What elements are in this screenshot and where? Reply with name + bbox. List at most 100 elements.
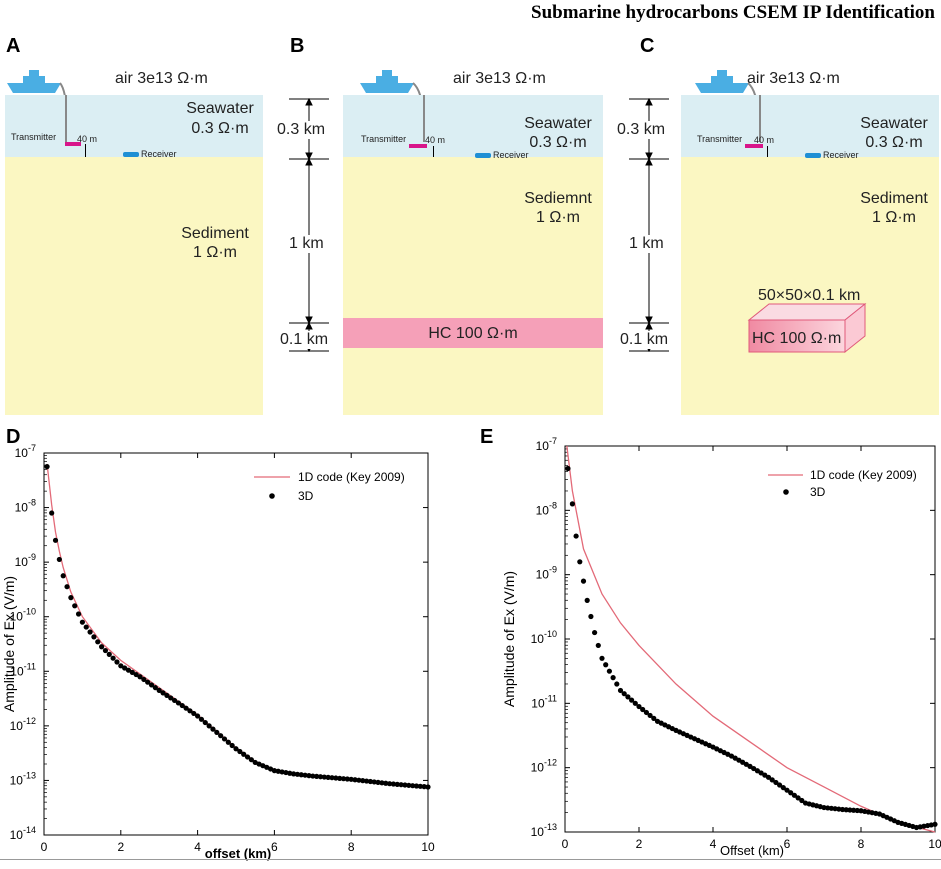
- ship-icon: [695, 70, 757, 95]
- seawater-label: Seawater: [186, 100, 254, 117]
- data-point-3d: [179, 702, 185, 709]
- data-point-3d: [854, 807, 860, 814]
- sediment-label: Sediment: [181, 225, 249, 242]
- sediment-resistivity: 1 Ω·m: [536, 209, 580, 226]
- data-point-3d: [629, 697, 635, 703]
- sediment-layer: [343, 157, 603, 415]
- data-point-3d: [60, 573, 66, 579]
- legend-marker-3d: [269, 493, 275, 499]
- receiver-label: Receiver: [823, 150, 859, 160]
- dim-hc-c: 0.1 km: [620, 331, 669, 349]
- data-point-3d: [214, 729, 220, 736]
- model-panel-b: air 3e13 Ω·m HC 100 Ω·m Transmitter 40 m…: [343, 60, 605, 420]
- panel-label-e: E: [480, 426, 494, 448]
- sediment-layer: [681, 157, 939, 415]
- data-point-3d: [603, 662, 609, 668]
- data-point-3d: [329, 775, 335, 781]
- data-point-3d: [413, 783, 420, 789]
- data-point-3d: [352, 777, 358, 783]
- hc-block: [747, 302, 867, 354]
- series-line-1d: [566, 445, 936, 833]
- y-tick-label: 10-7: [15, 443, 36, 460]
- data-point-3d: [75, 611, 82, 617]
- data-point-3d: [291, 771, 297, 777]
- data-point-3d: [279, 769, 285, 775]
- data-point-3d: [643, 709, 649, 716]
- data-point-3d: [79, 619, 85, 625]
- data-point-3d: [129, 669, 135, 675]
- data-point-3d: [148, 682, 155, 688]
- data-point-3d: [784, 787, 790, 793]
- data-point-3d: [421, 784, 427, 790]
- dim-hc-b: 0.1 km: [280, 331, 329, 349]
- data-point-3d: [847, 807, 853, 813]
- x-tick-label: 2: [117, 840, 124, 854]
- data-point-3d: [773, 779, 779, 786]
- hc-layer: [343, 318, 603, 348]
- chart-d: offset (km) Amplitude of Ex (V/m) 0 2 4 6 8 1…: [1, 443, 435, 861]
- sediment-label: Sediemnt: [524, 190, 592, 207]
- ship-icon: [360, 70, 422, 95]
- data-point-3d: [765, 774, 772, 780]
- data-point-3d: [317, 774, 324, 780]
- data-point-3d: [102, 647, 109, 654]
- transmitter-label: Transmitter: [11, 132, 57, 142]
- x-tick-label: 6: [784, 837, 791, 851]
- data-point-3d: [610, 675, 616, 681]
- legend-label-3d: 3D: [810, 485, 826, 499]
- data-point-3d: [371, 779, 377, 785]
- air-label: air 3e13 Ω·m: [453, 70, 546, 87]
- y-tick-label: 10-7: [536, 436, 557, 453]
- tow-cable: [423, 95, 425, 142]
- data-point-3d: [769, 777, 775, 783]
- data-point-3d: [83, 624, 89, 630]
- transmitter-label: Transmitter: [697, 134, 743, 144]
- data-point-3d: [394, 781, 400, 787]
- data-point-3d: [839, 806, 846, 813]
- data-point-3d: [64, 584, 70, 590]
- data-point-3d: [799, 797, 805, 804]
- data-point-3d: [271, 768, 277, 774]
- receiver-icon: [123, 152, 139, 157]
- data-point-3d: [360, 778, 366, 784]
- dim-sediment-c: 1 km: [629, 235, 664, 253]
- data-point-3d: [275, 768, 281, 774]
- data-point-3d: [573, 533, 579, 539]
- data-point-3d: [99, 644, 105, 650]
- x-tick-label: 10: [928, 837, 941, 851]
- data-point-3d: [52, 537, 59, 543]
- y-axis-label: Amplitude of Ex (V/m): [1, 576, 17, 712]
- data-point-3d: [244, 754, 251, 760]
- receiver-label: Receiver: [141, 149, 177, 159]
- data-point-3d: [248, 757, 254, 763]
- data-point-3d: [425, 784, 431, 790]
- x-tick-label: 4: [710, 837, 717, 851]
- transmitter-icon: [409, 144, 427, 148]
- data-point-3d: [577, 559, 583, 565]
- x-tick-label: 6: [271, 840, 278, 854]
- sediment-resistivity: 1 Ω·m: [193, 244, 237, 261]
- panel-label-c: C: [640, 35, 655, 57]
- data-point-3d: [777, 782, 783, 788]
- y-tick-label: 10-11: [531, 693, 557, 710]
- data-point-3d: [621, 691, 627, 697]
- air-label: air 3e13 Ω·m: [115, 70, 208, 87]
- data-point-3d: [298, 772, 304, 778]
- tx-height-label: 40 m: [77, 134, 98, 144]
- tx-height-arrow: [433, 146, 434, 157]
- tx-height-arrow: [767, 146, 768, 157]
- x-axis-label: Offset (km): [720, 843, 784, 858]
- data-point-3d: [183, 705, 189, 711]
- data-point-3d: [367, 778, 373, 785]
- receiver-icon: [805, 153, 821, 158]
- y-tick-label: 10-13: [10, 770, 36, 787]
- data-point-3d: [356, 777, 362, 783]
- data-point-3d: [164, 692, 170, 699]
- data-point-3d: [156, 687, 162, 693]
- plot-frame: [43, 452, 429, 836]
- data-point-3d: [87, 629, 93, 635]
- data-point-3d: [302, 772, 308, 778]
- plot-frame: [564, 445, 936, 833]
- data-point-3d: [417, 783, 423, 789]
- data-point-3d: [175, 700, 181, 706]
